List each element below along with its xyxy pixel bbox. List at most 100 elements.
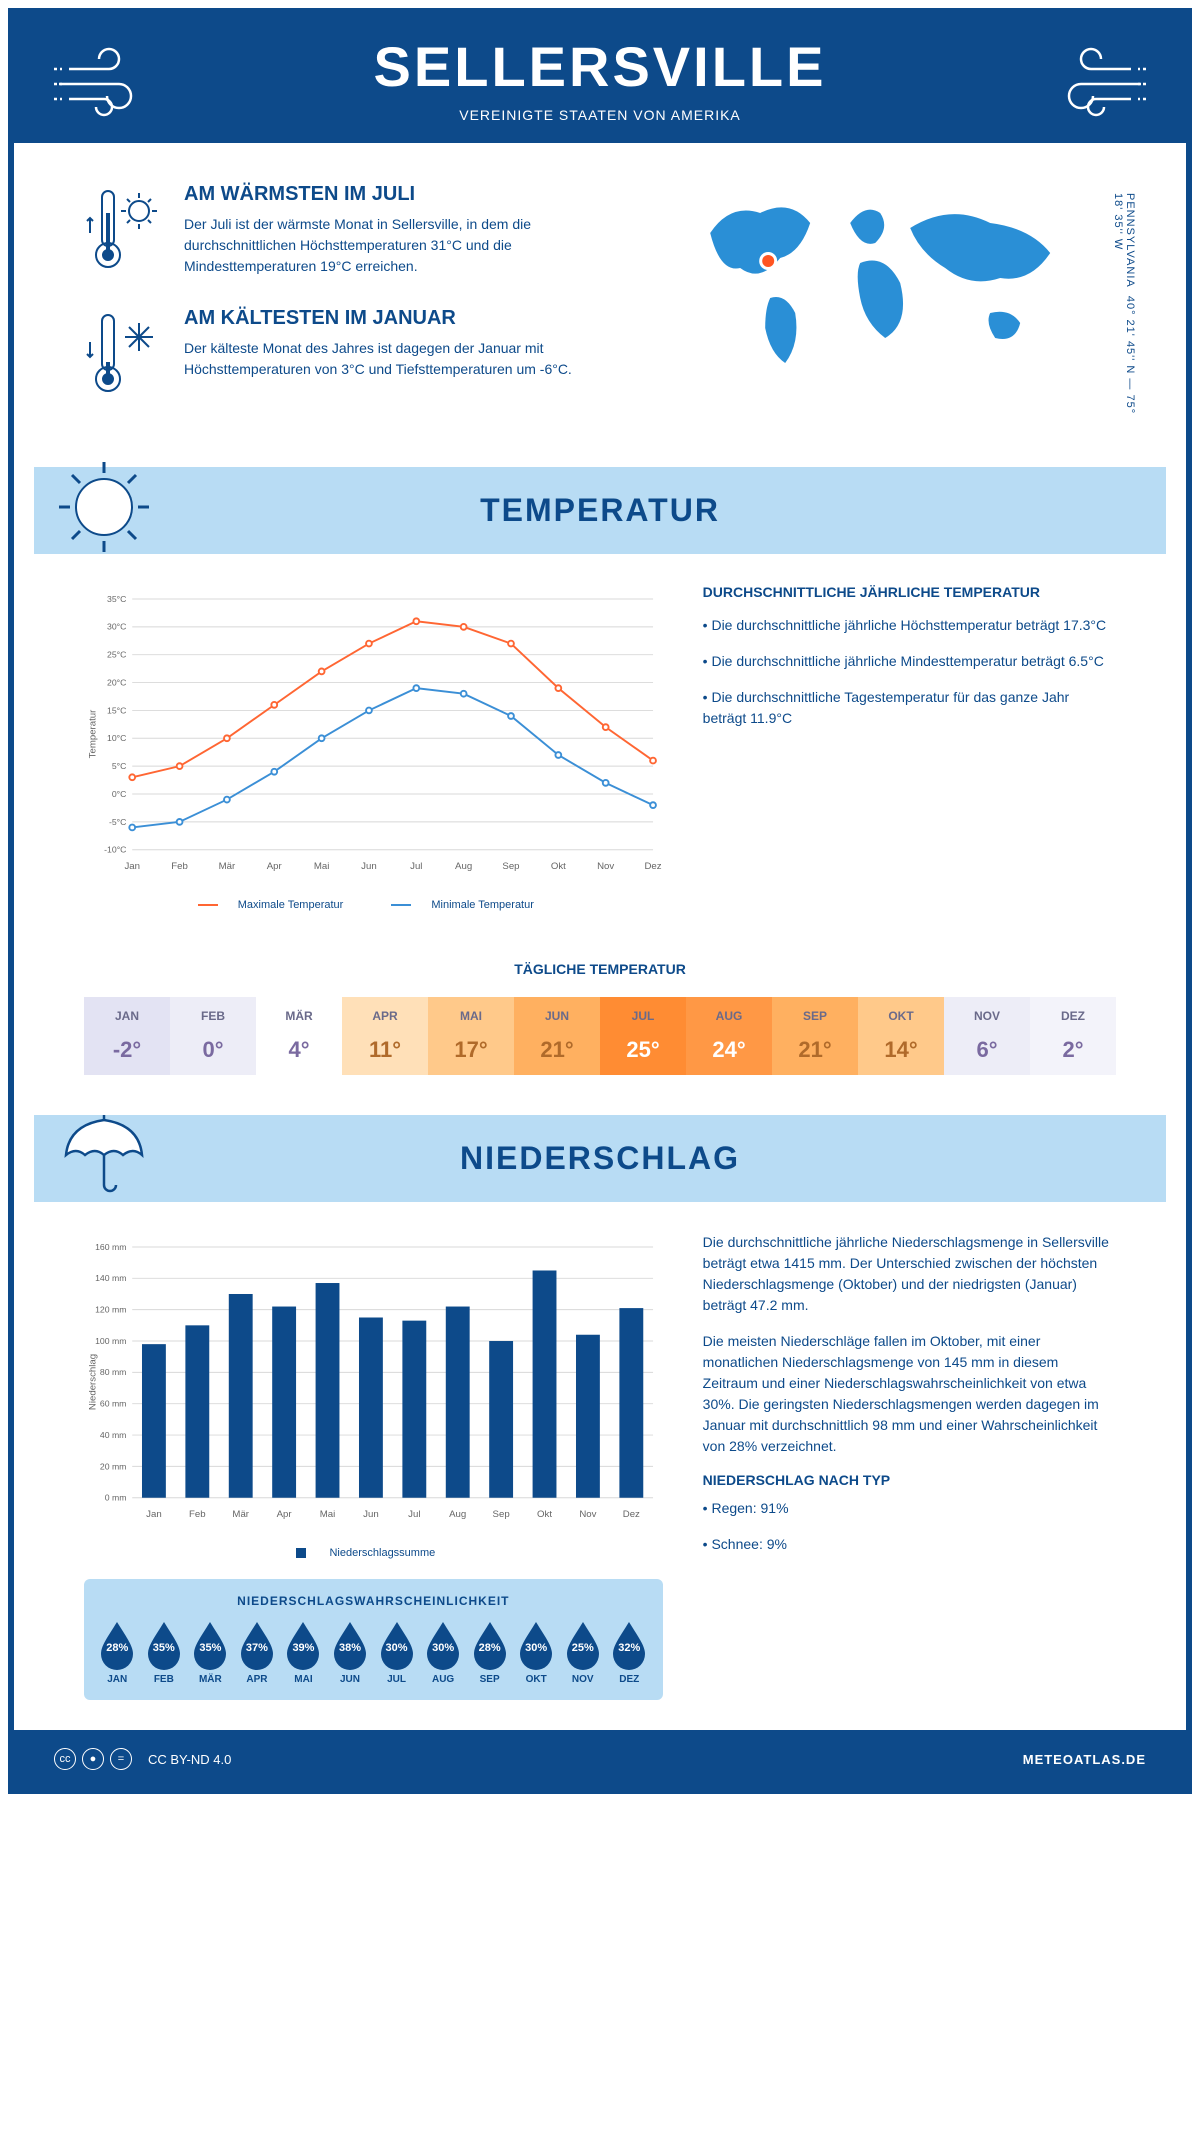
- by-icon: ●: [82, 1748, 104, 1770]
- precip-type-item: • Regen: 91%: [703, 1498, 1116, 1519]
- temp-info-title: DURCHSCHNITTLICHE JÄHRLICHE TEMPERATUR: [703, 584, 1116, 600]
- probability-drop: 25%NOV: [563, 1620, 603, 1685]
- country-subtitle: VEREINIGTE STAATEN VON AMERIKA: [34, 107, 1166, 123]
- nd-icon: =: [110, 1748, 132, 1770]
- temp-info-bullet: • Die durchschnittliche jährliche Mindes…: [703, 651, 1116, 672]
- svg-text:0°C: 0°C: [112, 789, 127, 799]
- svg-text:Jan: Jan: [124, 861, 140, 872]
- temperature-section-header: TEMPERATUR: [34, 467, 1166, 554]
- daily-temp-cell: AUG24°: [686, 997, 772, 1075]
- probability-drop: 37%APR: [237, 1620, 277, 1685]
- svg-text:140 mm: 140 mm: [95, 1273, 126, 1283]
- svg-text:160 mm: 160 mm: [95, 1242, 126, 1252]
- svg-text:Apr: Apr: [267, 861, 283, 872]
- license-badge: cc ● = CC BY-ND 4.0: [54, 1748, 231, 1770]
- thermometer-hot-icon: [84, 183, 164, 273]
- svg-text:Dez: Dez: [623, 1509, 640, 1520]
- daily-temp-cell: DEZ2°: [1030, 997, 1116, 1075]
- license-text: CC BY-ND 4.0: [148, 1752, 231, 1767]
- prob-title: NIEDERSCHLAGSWAHRSCHEINLICHKEIT: [94, 1594, 653, 1608]
- svg-text:-5°C: -5°C: [109, 817, 126, 827]
- svg-text:60 mm: 60 mm: [100, 1399, 127, 1409]
- daily-temp-cell: APR11°: [342, 997, 428, 1075]
- svg-text:Feb: Feb: [189, 1509, 206, 1520]
- probability-drop: 35%FEB: [144, 1620, 184, 1685]
- svg-text:Temperatur: Temperatur: [88, 709, 99, 758]
- site-name: METEOATLAS.DE: [1023, 1752, 1146, 1767]
- precipitation-title: NIEDERSCHLAG: [59, 1140, 1141, 1177]
- svg-text:Mär: Mär: [219, 861, 236, 872]
- svg-text:80 mm: 80 mm: [100, 1367, 127, 1377]
- svg-text:Feb: Feb: [171, 861, 188, 872]
- umbrella-icon: [54, 1105, 154, 1205]
- probability-drop: 28%JAN: [97, 1620, 137, 1685]
- svg-text:Jun: Jun: [361, 861, 377, 872]
- svg-text:20 mm: 20 mm: [100, 1461, 127, 1471]
- svg-text:Okt: Okt: [551, 861, 566, 872]
- daily-temp-cell: JUL25°: [600, 997, 686, 1075]
- warmest-fact: AM WÄRMSTEN IM JULI Der Juli ist der wär…: [84, 183, 604, 277]
- coldest-title: AM KÄLTESTEN IM JANUAR: [184, 307, 604, 330]
- svg-text:30°C: 30°C: [107, 622, 126, 632]
- svg-text:5°C: 5°C: [112, 761, 127, 771]
- daily-temp-cell: MAI17°: [428, 997, 514, 1075]
- daily-temp-cell: MÄR4°: [256, 997, 342, 1075]
- daily-temp-title: TÄGLICHE TEMPERATUR: [84, 961, 1116, 977]
- city-title: SELLERSVILLE: [34, 34, 1166, 99]
- daily-temp-cell: FEB0°: [170, 997, 256, 1075]
- probability-drop: 30%AUG: [423, 1620, 463, 1685]
- svg-text:Mai: Mai: [314, 861, 330, 872]
- precip-text: Die meisten Niederschläge fallen im Okto…: [703, 1331, 1116, 1457]
- svg-text:35°C: 35°C: [107, 594, 126, 604]
- precip-legend: Niederschlagssumme: [84, 1547, 663, 1559]
- probability-drop: 39%MAI: [283, 1620, 323, 1685]
- page-header: SELLERSVILLE VEREINIGTE STAATEN VON AMER…: [14, 14, 1186, 143]
- world-map-icon: [644, 183, 1116, 383]
- wind-icon: [54, 44, 164, 124]
- svg-text:40 mm: 40 mm: [100, 1430, 127, 1440]
- daily-temp-cell: OKT14°: [858, 997, 944, 1075]
- temperature-line-chart: -10°C-5°C0°C5°C10°C15°C20°C25°C30°C35°CJ…: [84, 584, 663, 884]
- svg-text:Nov: Nov: [579, 1509, 596, 1520]
- svg-text:Sep: Sep: [493, 1509, 510, 1520]
- svg-text:Nov: Nov: [597, 861, 614, 872]
- svg-text:20°C: 20°C: [107, 677, 126, 687]
- daily-temperature-strip: JAN-2°FEB0°MÄR4°APR11°MAI17°JUN21°JUL25°…: [84, 997, 1116, 1075]
- svg-text:100 mm: 100 mm: [95, 1336, 126, 1346]
- wind-icon: [1036, 44, 1146, 124]
- daily-temp-cell: SEP21°: [772, 997, 858, 1075]
- sun-icon: [54, 457, 154, 557]
- warmest-text: Der Juli ist der wärmste Monat in Seller…: [184, 214, 604, 277]
- svg-text:15°C: 15°C: [107, 705, 126, 715]
- warmest-title: AM WÄRMSTEN IM JULI: [184, 183, 604, 206]
- svg-text:Jun: Jun: [363, 1509, 379, 1520]
- temperature-title: TEMPERATUR: [59, 492, 1141, 529]
- probability-drop: 38%JUN: [330, 1620, 370, 1685]
- coordinates: PENNSYLVANIA 40° 21' 45'' N — 75° 18' 35…: [1112, 193, 1136, 427]
- daily-temp-cell: JAN-2°: [84, 997, 170, 1075]
- probability-drop: 35%MÄR: [190, 1620, 230, 1685]
- probability-drop: 32%DEZ: [609, 1620, 649, 1685]
- svg-text:Jul: Jul: [408, 1509, 420, 1520]
- precip-text: Die durchschnittliche jährliche Niedersc…: [703, 1232, 1116, 1316]
- coldest-text: Der kälteste Monat des Jahres ist dagege…: [184, 338, 604, 380]
- daily-temp-cell: NOV6°: [944, 997, 1030, 1075]
- svg-text:25°C: 25°C: [107, 650, 126, 660]
- coldest-fact: AM KÄLTESTEN IM JANUAR Der kälteste Mona…: [84, 307, 604, 397]
- temp-info-bullet: • Die durchschnittliche Tagestemperatur …: [703, 687, 1116, 729]
- svg-text:0 mm: 0 mm: [105, 1493, 127, 1503]
- thermometer-cold-icon: [84, 307, 164, 397]
- svg-text:Sep: Sep: [502, 861, 519, 872]
- probability-drop: 28%SEP: [470, 1620, 510, 1685]
- svg-text:-10°C: -10°C: [104, 845, 126, 855]
- svg-text:Aug: Aug: [449, 1509, 466, 1520]
- precip-type-item: • Schnee: 9%: [703, 1534, 1116, 1555]
- svg-text:Apr: Apr: [277, 1509, 293, 1520]
- precipitation-section-header: NIEDERSCHLAG: [34, 1115, 1166, 1202]
- svg-text:Mär: Mär: [232, 1509, 249, 1520]
- svg-text:Aug: Aug: [455, 861, 472, 872]
- cc-icon: cc: [54, 1748, 76, 1770]
- svg-text:Okt: Okt: [537, 1509, 552, 1520]
- temperature-legend: Maximale Temperatur Minimale Temperatur: [84, 899, 663, 911]
- probability-drop: 30%OKT: [516, 1620, 556, 1685]
